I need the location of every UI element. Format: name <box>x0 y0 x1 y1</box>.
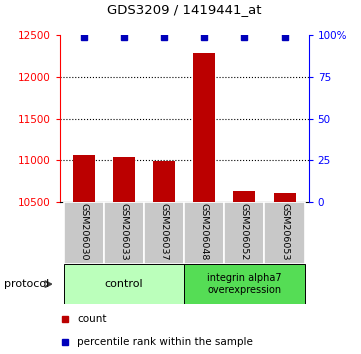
Text: GDS3209 / 1419441_at: GDS3209 / 1419441_at <box>107 3 261 16</box>
Bar <box>193 53 215 202</box>
Bar <box>265 202 305 264</box>
Bar <box>64 202 104 264</box>
Text: count: count <box>77 314 106 324</box>
Text: control: control <box>105 279 143 289</box>
Text: percentile rank within the sample: percentile rank within the sample <box>77 337 253 347</box>
Text: protocol: protocol <box>4 279 49 289</box>
Bar <box>224 202 265 264</box>
Bar <box>144 202 184 264</box>
Bar <box>64 264 184 304</box>
Bar <box>184 202 224 264</box>
Bar <box>233 191 256 202</box>
Text: GSM206037: GSM206037 <box>160 203 169 260</box>
Bar <box>104 202 144 264</box>
Text: GSM206048: GSM206048 <box>200 203 209 260</box>
Text: integrin alpha7
overexpression: integrin alpha7 overexpression <box>207 273 282 295</box>
Text: GSM206052: GSM206052 <box>240 203 249 260</box>
Bar <box>274 193 296 202</box>
Text: GSM206033: GSM206033 <box>119 203 129 260</box>
Bar <box>184 264 305 304</box>
Text: GSM206053: GSM206053 <box>280 203 289 260</box>
Text: GSM206030: GSM206030 <box>79 203 88 260</box>
Bar <box>153 161 175 202</box>
Bar <box>113 157 135 202</box>
Bar <box>73 155 95 202</box>
